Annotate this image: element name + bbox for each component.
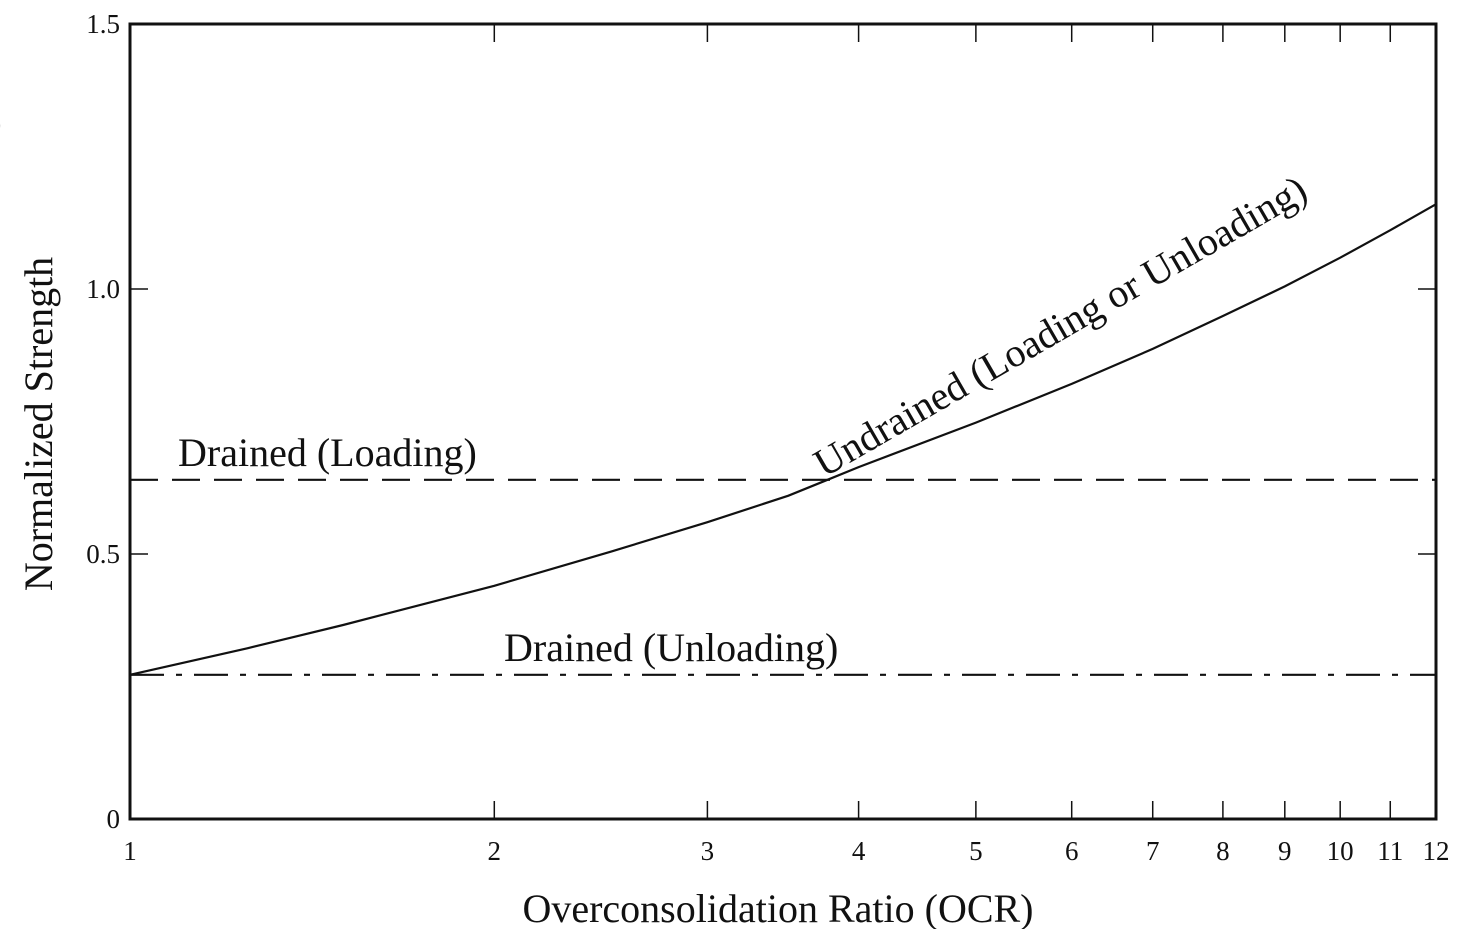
- x-tick-label: 4: [852, 836, 866, 866]
- x-tick-label: 8: [1216, 836, 1230, 866]
- y-axis-title: Normalized Strength: [16, 257, 61, 591]
- series-layer: [129, 203, 1437, 676]
- x-tick-label: 10: [1327, 836, 1354, 866]
- x-tick-label: 7: [1146, 836, 1160, 866]
- x-tick-label: 9: [1278, 836, 1292, 866]
- series-line-solid: [129, 203, 1437, 676]
- plot-frame: [128, 22, 1438, 821]
- x-tick-label: 12: [1423, 836, 1450, 866]
- series-label-drained-unloading: Drained (Unloading): [504, 625, 838, 670]
- y-tick-label: 0: [107, 804, 121, 834]
- x-tick-label: 11: [1377, 836, 1403, 866]
- y-tick-label: 1.0: [86, 274, 120, 304]
- y-tick-label: 0.5: [86, 539, 120, 569]
- series-label-drained-loading: Drained (Loading): [178, 430, 477, 475]
- x-axis-title: Overconsolidation Ratio (OCR): [522, 886, 1033, 929]
- x-tick-label: 3: [701, 836, 715, 866]
- x-tick-label: 1: [123, 836, 137, 866]
- x-tick-label: 6: [1065, 836, 1079, 866]
- edge-fragment-glyph: ): [0, 96, 3, 148]
- labels-layer: Drained (Loading) Drained (Unloading) Undr…: [178, 166, 1314, 670]
- x-tick-label: 2: [488, 836, 502, 866]
- series-label-undrained: Undrained (Loading or Unloading): [806, 166, 1314, 485]
- y-tick-label: 1.5: [86, 9, 120, 39]
- x-tick-label: 5: [969, 836, 983, 866]
